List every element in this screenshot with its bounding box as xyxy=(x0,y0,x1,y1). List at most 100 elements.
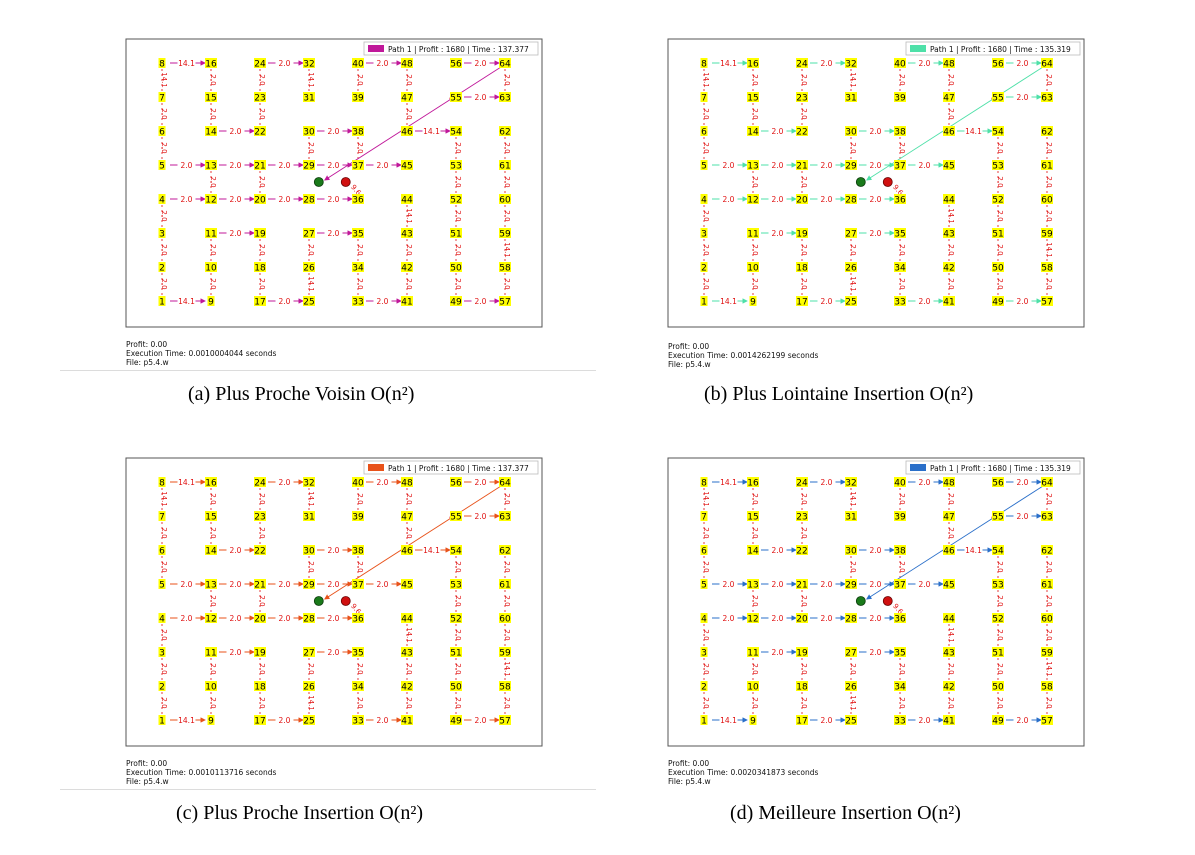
node-label: 38 xyxy=(894,547,906,557)
node-label: 23 xyxy=(796,513,807,523)
edge-weight-label: 2.0 xyxy=(258,278,266,289)
edge-weight-label: 2.0 xyxy=(230,161,242,170)
node-box xyxy=(747,511,759,521)
edge-label-bg xyxy=(422,126,441,135)
edge-weight-label: 2.0 xyxy=(454,142,462,153)
node-box xyxy=(205,681,217,691)
node-box xyxy=(894,262,906,272)
node-box xyxy=(303,511,315,521)
legend-label: Path 1 | Profit : 1680 | Time : 135.319 xyxy=(930,464,1071,473)
edge-label-bg xyxy=(719,613,738,622)
edge-weight-label: 2.0 xyxy=(996,142,1004,153)
node-label: 49 xyxy=(992,298,1004,308)
caption-label: (b) xyxy=(704,383,728,405)
node-label: 33 xyxy=(894,717,905,727)
node-box xyxy=(992,160,1004,170)
edge-weight-label: 2.0 xyxy=(870,229,882,238)
edge-label-bg xyxy=(719,58,738,67)
node-label: 51 xyxy=(992,649,1003,659)
node-label: 31 xyxy=(303,94,314,104)
edge-label-bg xyxy=(177,613,196,622)
edge-label-bg xyxy=(373,296,392,305)
edge-weight-label: 14.1 xyxy=(702,491,710,507)
caption-complexity: O(n²) xyxy=(379,802,424,824)
execution-time-text: Execution Time: 0.0010113716 seconds xyxy=(126,768,277,777)
node-label: 1 xyxy=(701,717,707,727)
edge-label-bg xyxy=(373,160,392,169)
node-label: 20 xyxy=(796,196,808,206)
node-box xyxy=(205,647,217,657)
edge-weight-label: 2.0 xyxy=(356,244,364,255)
edge-weight-label: 2.0 xyxy=(503,493,511,504)
file-text: File: p5.4.w xyxy=(126,777,169,786)
node-label: 50 xyxy=(992,264,1004,274)
node-box xyxy=(205,579,217,589)
node-box xyxy=(401,92,413,102)
edge-label-bg xyxy=(471,715,490,724)
edge-weight-label: 2.0 xyxy=(1017,93,1029,102)
edge-weight-label: 2.0 xyxy=(800,493,808,504)
node-box xyxy=(499,681,511,691)
node-label: 34 xyxy=(352,683,364,693)
node-label: 9 xyxy=(750,298,756,308)
node-box xyxy=(158,545,166,555)
edge-weight-label: 2.0 xyxy=(181,161,193,170)
legend-label: Path 1 | Profit : 1680 | Time : 137.377 xyxy=(388,45,529,54)
node-box xyxy=(352,477,364,487)
legend-label: Path 1 | Profit : 1680 | Time : 137.377 xyxy=(388,464,529,473)
node-box xyxy=(499,545,511,555)
node-box xyxy=(158,477,166,487)
edge-weight-label: 2.0 xyxy=(307,142,315,153)
node-box xyxy=(303,92,315,102)
node-label: 10 xyxy=(205,264,217,274)
edge-label-bg xyxy=(719,296,738,305)
node-box xyxy=(450,613,462,623)
node-label: 53 xyxy=(992,581,1003,591)
edge-weight-label: 14.1 xyxy=(307,72,315,88)
edge-label-bg xyxy=(1013,715,1032,724)
node-label: 5 xyxy=(701,162,707,172)
node-label: 17 xyxy=(796,717,807,727)
edge-label-bg xyxy=(768,545,787,554)
node-box xyxy=(401,477,413,487)
edge-weight-label: 14.1 xyxy=(965,546,982,555)
edge-weight-label: 2.0 xyxy=(160,244,168,255)
node-label: 42 xyxy=(943,683,954,693)
node-box xyxy=(450,715,462,725)
node-label: 60 xyxy=(1041,615,1053,625)
edge-weight-label: 2.0 xyxy=(181,195,193,204)
node-box xyxy=(450,511,462,521)
node-box xyxy=(1041,511,1053,521)
legend-swatch xyxy=(910,45,926,52)
node-box xyxy=(450,681,462,691)
node-label: 40 xyxy=(894,479,906,489)
node-box xyxy=(207,296,215,306)
node-label: 56 xyxy=(450,60,462,70)
node-box xyxy=(254,715,266,725)
edge-label-bg xyxy=(719,715,738,724)
chart-d: 2.0 2.0 2.0 2.0 2.0 14.1 2.0 2.0 2.0 2.0 2.0 2.0 2.0… xyxy=(667,457,1085,747)
node-label: 56 xyxy=(992,60,1004,70)
node-label: 42 xyxy=(401,683,412,693)
edge-weight-label: 2.0 xyxy=(377,297,389,306)
node-box xyxy=(1041,545,1053,555)
node-box xyxy=(700,296,708,306)
edge-weight-label: 2.0 xyxy=(503,278,511,289)
node-box xyxy=(254,647,266,657)
node-box xyxy=(796,58,808,68)
node-box xyxy=(747,681,759,691)
node-label: 13 xyxy=(205,581,216,591)
node-label: 11 xyxy=(747,230,758,240)
edge-weight-label: 2.0 xyxy=(503,595,511,606)
node-label: 48 xyxy=(943,479,955,489)
node-box xyxy=(352,681,364,691)
node-box xyxy=(796,681,808,691)
node-box xyxy=(450,477,462,487)
node-label: 64 xyxy=(499,60,511,70)
edge-weight-label: 2.0 xyxy=(454,278,462,289)
node-label: 21 xyxy=(796,162,807,172)
node-label: 1 xyxy=(159,717,165,727)
edge-weight-label: 2.0 xyxy=(870,161,882,170)
node-box xyxy=(158,228,166,238)
edge-weight-label: 2.0 xyxy=(821,478,833,487)
